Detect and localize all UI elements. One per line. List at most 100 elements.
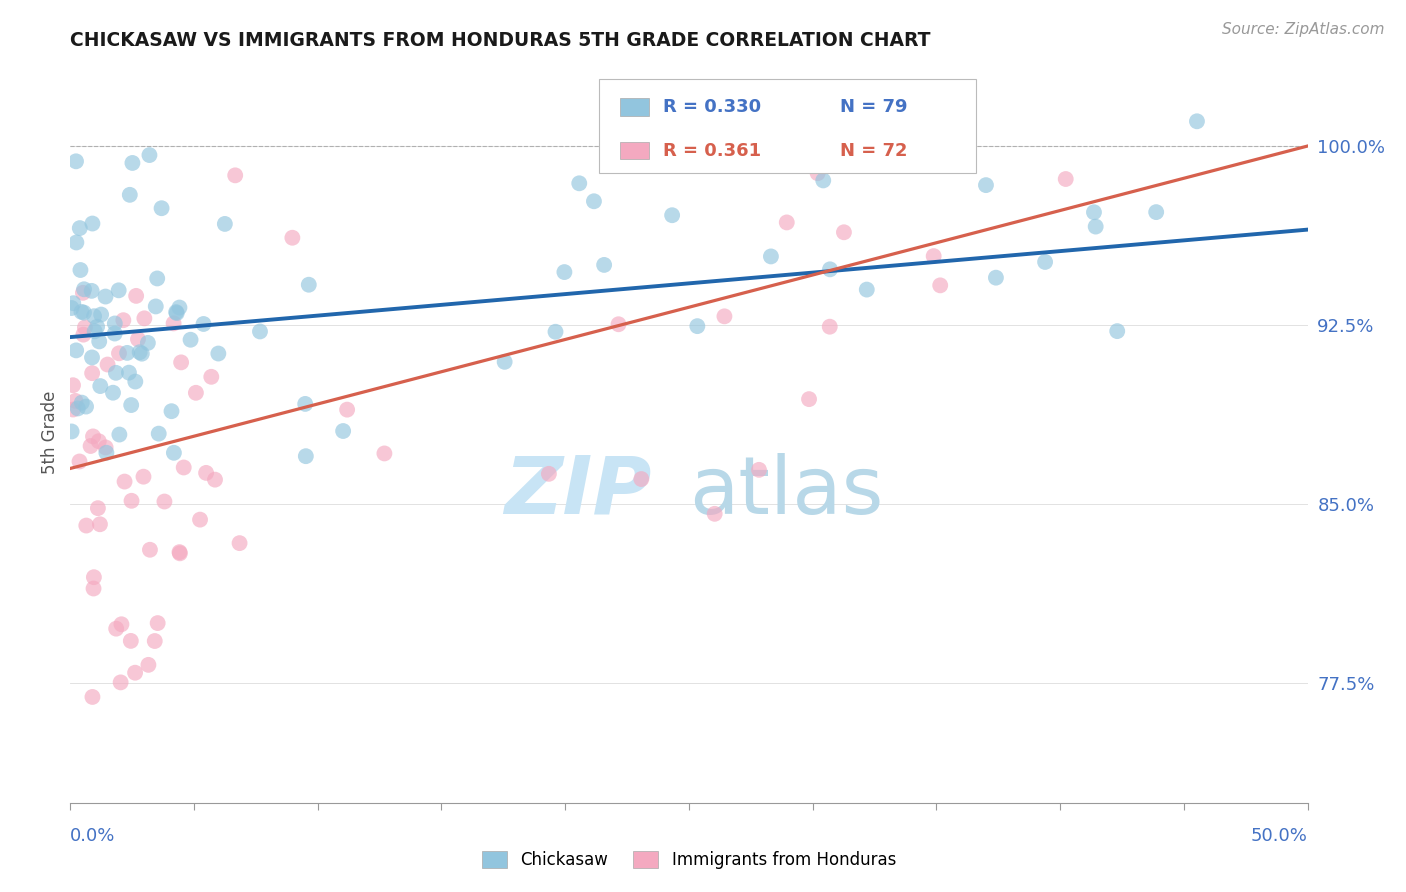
Point <box>82 366 104 380</box>
Point <box>83 309 105 323</box>
Point <box>65 235 87 250</box>
Point <box>146 616 169 631</box>
Point <box>87 434 110 449</box>
Point <box>66 401 89 416</box>
Point <box>60 301 83 315</box>
Point <box>97 358 120 372</box>
Point <box>75 518 97 533</box>
Point <box>70 305 93 319</box>
Point <box>200 369 222 384</box>
Point <box>94 441 117 455</box>
Point <box>132 469 155 483</box>
Point <box>298 277 321 292</box>
Point <box>131 346 153 360</box>
Point <box>114 475 136 489</box>
Point <box>150 201 173 215</box>
Point <box>75 400 97 414</box>
Text: N = 79: N = 79 <box>839 98 907 116</box>
Point <box>169 545 191 559</box>
Point <box>65 343 87 358</box>
Legend: Chickasaw, Immigrants from Honduras: Chickasaw, Immigrants from Honduras <box>475 845 903 876</box>
Point <box>120 633 142 648</box>
Point <box>120 398 142 412</box>
Point <box>124 375 146 389</box>
Point <box>207 346 229 360</box>
Point <box>87 501 110 516</box>
Point <box>62 402 84 417</box>
Point <box>169 546 191 560</box>
Point <box>65 154 87 169</box>
Point <box>108 346 131 360</box>
Point <box>671 103 693 118</box>
Point <box>89 517 111 532</box>
Point <box>332 424 354 438</box>
Point <box>73 320 96 334</box>
Point <box>83 570 105 584</box>
Point <box>984 270 1007 285</box>
Point <box>748 463 770 477</box>
Point <box>108 427 131 442</box>
Text: CHICKASAW VS IMMIGRANTS FROM HONDURAS 5TH GRADE CORRELATION CHART: CHICKASAW VS IMMIGRANTS FROM HONDURAS 5T… <box>70 30 931 50</box>
Point <box>1185 114 1208 128</box>
Point <box>249 325 271 339</box>
Point <box>96 446 118 460</box>
Point <box>101 385 124 400</box>
Point <box>553 265 575 279</box>
Point <box>127 332 149 346</box>
Point <box>686 319 709 334</box>
Point <box>134 311 156 326</box>
Point <box>86 319 108 334</box>
Point <box>118 187 141 202</box>
Point <box>204 473 226 487</box>
Point <box>72 327 94 342</box>
Point <box>146 271 169 285</box>
Point <box>1107 324 1129 338</box>
Point <box>195 466 218 480</box>
Point <box>173 460 195 475</box>
Point <box>69 263 91 277</box>
Point <box>281 231 304 245</box>
Point <box>922 249 945 263</box>
Point <box>89 334 111 349</box>
Point <box>83 582 105 596</box>
Point <box>165 305 187 319</box>
Point <box>170 355 193 369</box>
Point <box>661 208 683 222</box>
Point <box>128 345 150 359</box>
Point <box>124 665 146 680</box>
Point <box>188 513 211 527</box>
Point <box>110 617 132 632</box>
Point <box>90 308 112 322</box>
Point <box>121 493 143 508</box>
Point <box>62 296 84 310</box>
Point <box>797 392 820 406</box>
Point <box>974 178 997 193</box>
Point <box>813 173 835 187</box>
Point <box>818 319 841 334</box>
Point <box>1083 205 1105 219</box>
Text: ZIP: ZIP <box>505 453 652 531</box>
Point <box>713 310 735 324</box>
FancyBboxPatch shape <box>620 142 650 160</box>
Point <box>169 301 191 315</box>
Point <box>82 217 104 231</box>
Point <box>69 221 91 235</box>
Point <box>1144 205 1167 219</box>
Point <box>143 634 166 648</box>
Text: 0.0%: 0.0% <box>70 827 115 845</box>
Point <box>82 690 104 704</box>
Point <box>214 217 236 231</box>
Point <box>104 366 127 380</box>
Point <box>138 657 160 672</box>
Point <box>818 262 841 277</box>
Point <box>79 439 101 453</box>
Point <box>943 132 966 146</box>
Point <box>118 366 141 380</box>
Point <box>94 289 117 303</box>
Point <box>145 300 167 314</box>
Point <box>136 335 159 350</box>
Point <box>162 317 184 331</box>
Text: R = 0.330: R = 0.330 <box>664 98 761 116</box>
Y-axis label: 5th Grade: 5th Grade <box>41 391 59 475</box>
Point <box>121 156 143 170</box>
